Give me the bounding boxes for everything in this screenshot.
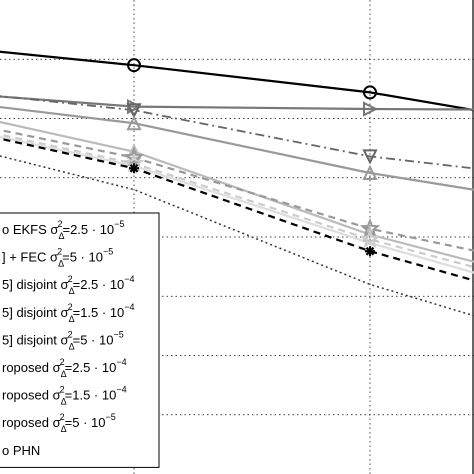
series-line-7 bbox=[0, 135, 474, 274]
legend-entry-3: 5] disjoint σΔ 2=1.5 · 10−4 bbox=[2, 302, 135, 324]
legend-value: =2.5 · 10 bbox=[62, 222, 114, 237]
legend-subscript: Δ bbox=[61, 424, 67, 434]
series-line-0 bbox=[0, 50, 474, 112]
legend-sigma: σ bbox=[50, 222, 58, 237]
series-line-3 bbox=[0, 105, 474, 191]
legend-label: roposed bbox=[2, 415, 53, 430]
marker-asterisk bbox=[129, 163, 139, 174]
legend-label: 5] disjoint bbox=[2, 305, 61, 320]
legend-box bbox=[0, 212, 160, 468]
series-line-5 bbox=[0, 128, 474, 252]
marker-triangle-right bbox=[363, 101, 379, 117]
series-line-8 bbox=[0, 137, 474, 282]
legend-superscript: 2 bbox=[60, 357, 65, 367]
legend-entry-4: 5] disjoint σΔ 2=5 · 10−5 bbox=[2, 329, 124, 351]
legend-exponent: −5 bbox=[106, 412, 116, 422]
legend-subscript: Δ bbox=[69, 286, 75, 296]
legend-label: ] + FEC bbox=[2, 250, 50, 265]
marker-triangle-up bbox=[126, 115, 142, 131]
legend-subscript: Δ bbox=[61, 397, 67, 407]
legend-subscript: Δ bbox=[69, 314, 75, 324]
legend-sigma: σ bbox=[61, 277, 69, 292]
series-line-9 bbox=[0, 155, 474, 317]
legend-value: =5 · 10 bbox=[65, 415, 106, 430]
legend-subscript: Δ bbox=[58, 231, 64, 241]
legend-exponent: −4 bbox=[124, 302, 134, 312]
series-line-2 bbox=[0, 95, 474, 170]
legend-entry-1: ] + FEC σΔ 2=5 · 10−5 bbox=[2, 247, 113, 269]
legend-entry-6: roposed σΔ 2=1.5 · 10−4 bbox=[2, 385, 127, 407]
legend-label: roposed bbox=[2, 360, 53, 375]
series-line-6 bbox=[0, 133, 474, 269]
legend-subscript: Δ bbox=[61, 369, 67, 379]
legend-label: o EKFS bbox=[2, 222, 50, 237]
marker-triangle-down bbox=[362, 149, 378, 165]
legend-entry-7: roposed σΔ 2=5 · 10−5 bbox=[2, 412, 116, 434]
legend-exponent: −5 bbox=[114, 219, 124, 229]
legend-value: =2.5 · 10 bbox=[65, 360, 117, 375]
marker-asterisk bbox=[365, 246, 375, 257]
legend-sigma: σ bbox=[61, 332, 69, 347]
legend-sigma: σ bbox=[53, 360, 61, 375]
legend-exponent: −4 bbox=[124, 274, 134, 284]
marker-triangle-down bbox=[126, 103, 142, 119]
legend-value: =2.5 · 10 bbox=[73, 277, 125, 292]
legend-label: roposed bbox=[2, 388, 53, 403]
legend-exponent: −5 bbox=[103, 247, 113, 257]
legend-superscript: 2 bbox=[60, 412, 65, 422]
marker-circle bbox=[363, 85, 377, 100]
marker-triangle-up bbox=[362, 164, 378, 181]
legend-superscript: 2 bbox=[68, 329, 73, 339]
legend-exponent: −5 bbox=[113, 329, 123, 339]
legend-label: 5] disjoint bbox=[2, 332, 61, 347]
legend-entry-5: roposed σΔ 2=2.5 · 10−4 bbox=[2, 357, 127, 379]
legend-superscript: 2 bbox=[68, 302, 73, 312]
series-line-1 bbox=[0, 95, 474, 111]
series-markers bbox=[123, 58, 381, 257]
legend-superscript: 2 bbox=[57, 247, 62, 257]
legend-sigma: σ bbox=[53, 388, 61, 403]
marker-circle bbox=[127, 58, 141, 73]
marker-asterisk-stroke bbox=[365, 246, 375, 256]
legend-entry-0: o EKFS σΔ 2=2.5 · 10−5 bbox=[2, 219, 124, 241]
series-lines bbox=[0, 50, 474, 317]
legend-label: 5] disjoint bbox=[2, 277, 61, 292]
marker-asterisk-stroke bbox=[129, 163, 139, 173]
legend-superscript: 2 bbox=[60, 385, 65, 395]
legend-superscript: 2 bbox=[57, 219, 62, 229]
marker-star bbox=[359, 228, 381, 248]
legend-sigma: σ bbox=[53, 415, 61, 430]
legend-superscript: 2 bbox=[68, 274, 73, 284]
legend-sigma: σ bbox=[50, 250, 58, 265]
legend-subscript: Δ bbox=[69, 341, 75, 351]
legend-exponent: −4 bbox=[116, 357, 126, 367]
marker-star bbox=[123, 146, 145, 167]
legend-value: =5 · 10 bbox=[62, 250, 103, 265]
legend-entry-8: o PHN bbox=[2, 443, 40, 458]
legend-value: =5 · 10 bbox=[73, 332, 114, 347]
legend-subscript: Δ bbox=[58, 259, 64, 269]
legend-label: o PHN bbox=[2, 443, 40, 458]
legend-value: =1.5 · 10 bbox=[65, 388, 117, 403]
legend: o EKFS σΔ2=2.5 · 10−5] + FEC σΔ2=5 · 10−… bbox=[0, 212, 160, 468]
legend-exponent: −4 bbox=[116, 385, 126, 395]
legend-sigma: σ bbox=[61, 305, 69, 320]
legend-value: =1.5 · 10 bbox=[73, 305, 125, 320]
legend-entry-2: 5] disjoint σΔ 2=2.5 · 10−4 bbox=[2, 274, 135, 296]
